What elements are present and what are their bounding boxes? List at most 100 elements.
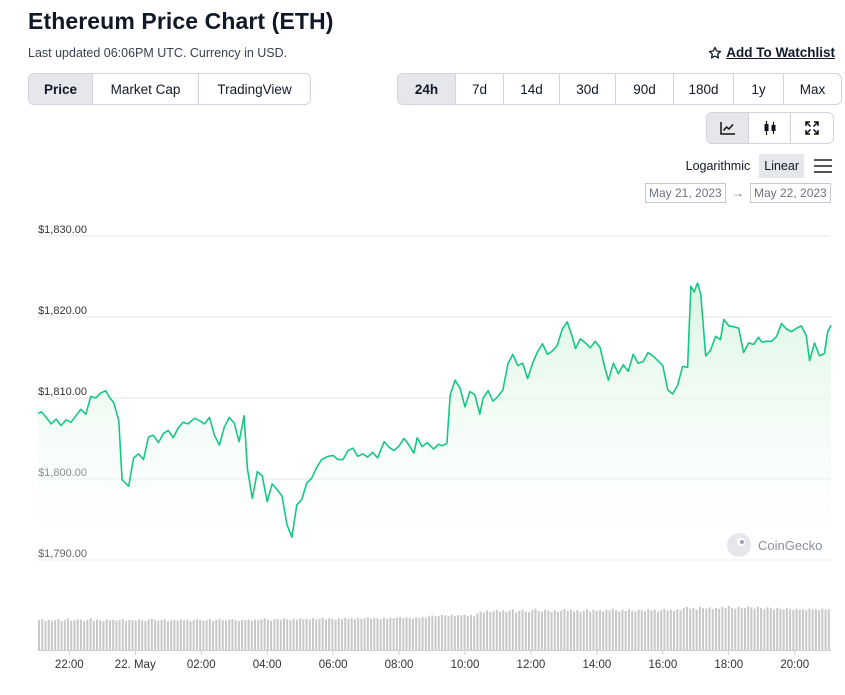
volume-bar <box>798 609 801 650</box>
volume-bar <box>373 617 376 650</box>
volume-bar <box>50 620 53 650</box>
volume-bar <box>218 618 221 650</box>
volume-bar <box>724 608 727 650</box>
volume-bar <box>782 609 785 650</box>
volume-bar <box>698 606 701 650</box>
tab-price[interactable]: Price <box>29 74 93 104</box>
linear-button[interactable]: Linear <box>759 154 804 178</box>
candlestick-button[interactable] <box>749 113 791 143</box>
volume-bar <box>99 620 102 650</box>
volume-bar <box>708 607 711 650</box>
volume-bar <box>163 619 166 650</box>
volume-bar <box>160 619 163 650</box>
volume-bar <box>586 609 589 650</box>
volume-bar <box>360 618 363 650</box>
x-tick-label: 20:00 <box>780 659 809 671</box>
volume-bar <box>286 619 289 650</box>
volume-bar <box>250 620 253 650</box>
tab-market-cap[interactable]: Market Cap <box>93 74 199 104</box>
volume-bar <box>789 609 792 650</box>
volume-bar <box>353 619 356 650</box>
volume-bar <box>676 609 679 650</box>
date-to-input[interactable] <box>750 183 831 203</box>
y-tick-label: $1,820.00 <box>38 305 87 317</box>
volume-bar <box>453 615 456 650</box>
volume-bar <box>215 619 218 650</box>
volume-bar <box>276 618 279 650</box>
volume-bar <box>428 616 431 650</box>
volume-bar <box>824 609 827 650</box>
tab-14d[interactable]: 14d <box>504 74 560 104</box>
x-tick-label: 10:00 <box>451 659 480 671</box>
volume-bar <box>292 618 295 650</box>
tab-tradingview[interactable]: TradingView <box>217 81 292 97</box>
volume-bar <box>92 620 95 650</box>
volume-bar <box>41 619 44 650</box>
volume-bar <box>801 609 805 650</box>
tab-24h[interactable]: 24h <box>398 74 456 104</box>
volume-bar <box>792 610 795 650</box>
expand-button[interactable] <box>791 113 833 143</box>
watchlist-label: Add To Watchlist <box>726 45 835 60</box>
volume-bar <box>537 611 540 650</box>
volume-bar <box>785 608 788 650</box>
volume-bar <box>131 620 134 650</box>
volume-bar <box>395 617 398 650</box>
volume-bar <box>76 619 79 650</box>
date-range-picker: → <box>645 183 831 203</box>
hamburger-menu-icon[interactable] <box>814 159 832 173</box>
volume-bar <box>150 618 153 650</box>
price-line <box>37 282 832 539</box>
volume-bar <box>679 610 682 650</box>
volume-bar <box>67 618 70 650</box>
volume-bar <box>112 619 115 650</box>
chart-type-tabs: Price Market Cap TradingView <box>28 73 311 105</box>
volume-bar <box>247 619 250 650</box>
y-tick-label: $1,830.00 <box>38 224 87 236</box>
volume-bar <box>582 610 585 650</box>
tab-90d[interactable]: 90d <box>616 74 674 104</box>
volume-bar <box>608 610 611 650</box>
volume-bar <box>279 619 282 650</box>
volume-bar <box>305 618 308 650</box>
tab-180d[interactable]: 180d <box>674 74 734 104</box>
x-tick-label: 02:00 <box>187 659 216 671</box>
volume-bar <box>157 620 160 650</box>
volume-bar <box>379 619 382 650</box>
volume-bar <box>489 612 492 650</box>
volume-bar <box>70 620 73 650</box>
tab-1y[interactable]: 1y <box>734 74 784 104</box>
tab-7d[interactable]: 7d <box>456 74 504 104</box>
logarithmic-button[interactable]: Logarithmic <box>685 159 751 173</box>
volume-bar <box>557 611 560 650</box>
tab-max[interactable]: Max <box>799 81 826 97</box>
volume-bar <box>86 620 89 650</box>
tab-30d[interactable]: 30d <box>560 74 616 104</box>
volume-bar <box>682 607 685 650</box>
x-tick-label: 18:00 <box>714 659 743 671</box>
date-from-input[interactable] <box>645 183 726 203</box>
coingecko-watermark: CoinGecko <box>727 533 822 557</box>
volume-bar <box>669 609 672 650</box>
volume-bar <box>685 606 688 650</box>
volume-bar <box>553 610 556 650</box>
x-tick-label: 16:00 <box>648 659 677 671</box>
volume-bar <box>795 608 798 650</box>
volume-bar <box>96 619 99 650</box>
volume-bar <box>337 618 340 650</box>
add-to-watchlist-link[interactable]: Add To Watchlist <box>708 45 835 60</box>
volume-bar <box>692 607 695 650</box>
volume-bar <box>611 608 614 650</box>
volume-bar <box>205 620 208 650</box>
volume-bar <box>431 615 434 650</box>
volume-bar <box>324 619 327 650</box>
volume-bar <box>524 611 527 650</box>
volume-bar <box>266 619 269 650</box>
expand-icon <box>805 121 819 135</box>
volume-bar <box>689 608 692 650</box>
line-chart-button[interactable] <box>707 113 749 143</box>
volume-bar <box>399 616 402 650</box>
volume-bar <box>740 607 743 650</box>
volume-bar <box>518 611 521 650</box>
